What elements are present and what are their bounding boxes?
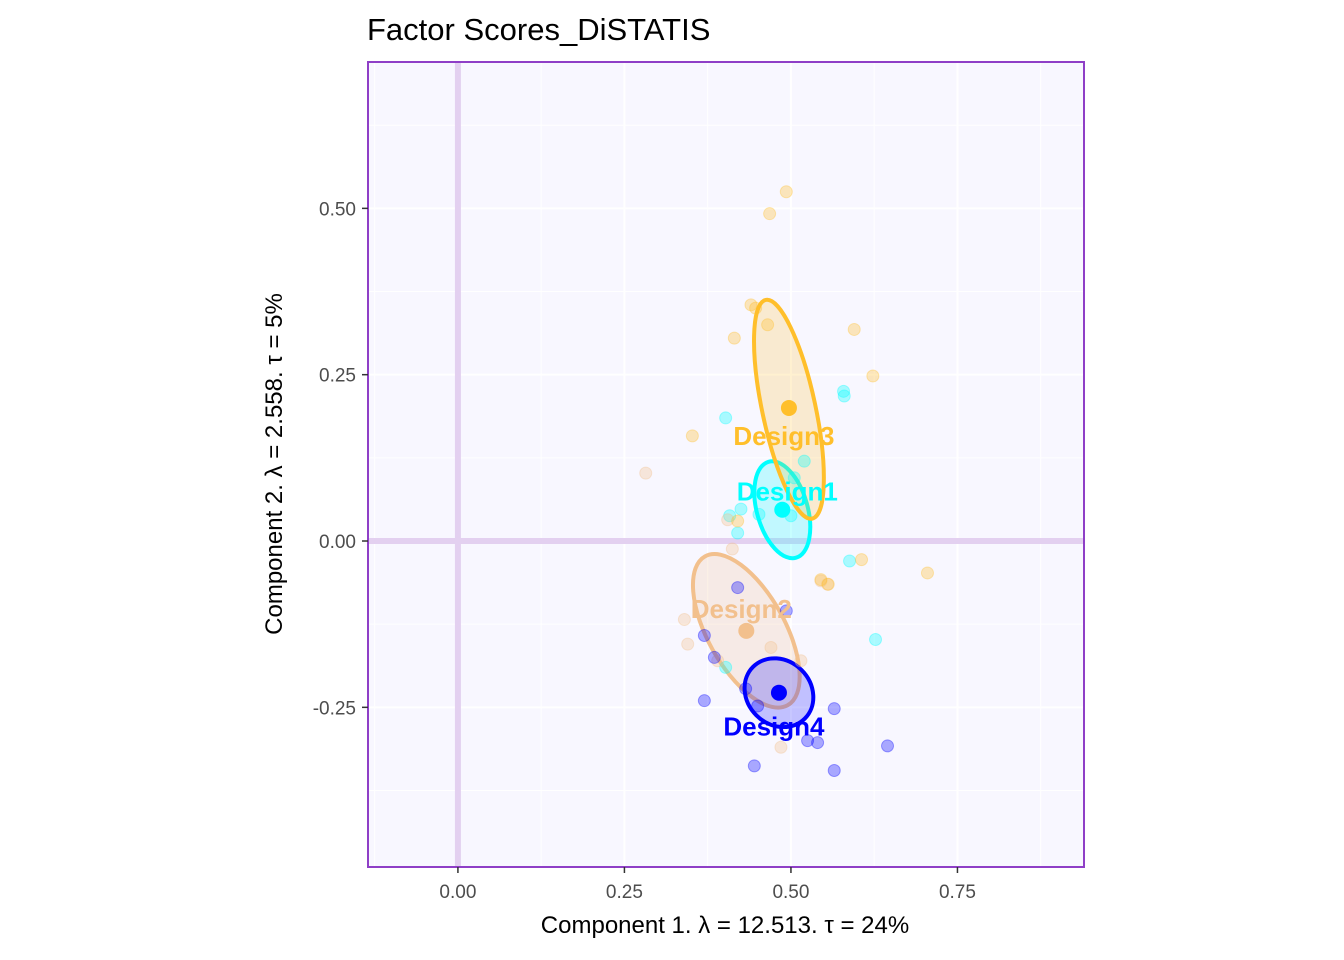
x-tick-label: 0.00 [439, 882, 476, 903]
panel-border [367, 61, 1085, 868]
y-tick-label: 0.25 [319, 366, 356, 387]
data-point-design4 [707, 650, 721, 664]
data-point-design3 [866, 369, 880, 383]
y-tick-label: 0.00 [319, 532, 356, 553]
data-point-design4 [739, 682, 753, 696]
data-point-design2 [764, 640, 778, 654]
data-point-design3 [749, 301, 763, 315]
plot-panel [368, 62, 1084, 867]
centroid-design3 [780, 399, 797, 416]
data-point-design1 [734, 502, 748, 516]
data-point-design3 [779, 185, 793, 199]
panel-background [368, 62, 1084, 867]
data-point-design4 [827, 702, 841, 716]
data-point-design4 [801, 734, 815, 748]
group-label-design4: Design4 [723, 712, 825, 742]
data-point-design4 [697, 694, 711, 708]
x-tick-label: 0.75 [939, 882, 976, 903]
centroid-design4 [770, 684, 787, 701]
data-point-design3 [731, 514, 745, 528]
data-point-design2 [821, 577, 835, 591]
data-point-design1 [723, 509, 737, 523]
data-point-design4 [751, 699, 765, 713]
y-axis-title: Component 2. λ = 2.558. τ = 5% [261, 293, 288, 635]
group-centroids [738, 399, 797, 701]
data-point-design1 [787, 471, 801, 485]
data-point-design2 [721, 513, 735, 527]
data-point-design1 [837, 389, 851, 403]
data-point-design3 [727, 331, 741, 345]
x-tick-label: 0.25 [606, 882, 643, 903]
group-label-design2: Design2 [691, 594, 792, 624]
data-point-design2 [725, 542, 739, 556]
data-point-design1 [843, 554, 857, 568]
data-point-design3 [855, 553, 869, 567]
data-point-design3 [761, 318, 775, 332]
data-point-design1 [752, 507, 766, 521]
data-point-design3 [821, 577, 835, 591]
data-point-design4 [827, 764, 841, 778]
centroid-design1 [774, 501, 791, 518]
data-point-design4 [747, 759, 761, 773]
data-point-design2 [814, 574, 828, 588]
data-point-design3 [847, 322, 861, 336]
x-axis-title: Component 1. λ = 12.513. τ = 24% [541, 912, 909, 939]
data-point-design1 [719, 660, 733, 674]
data-point-design4 [881, 739, 895, 753]
data-point-design3 [763, 207, 777, 221]
data-point-design3 [920, 566, 934, 580]
data-point-design1 [837, 384, 851, 398]
y-tick-label: 0.50 [319, 199, 356, 220]
data-point-design1 [797, 454, 811, 468]
data-point-design1 [719, 411, 733, 425]
y-axis: -0.25 0.00 0.25 0.50 [313, 199, 368, 719]
group-label-design3: Design3 [733, 421, 834, 451]
centroid-design2 [738, 622, 755, 639]
data-point-design4 [811, 736, 825, 750]
group-labels: Design1 Design2 Design3 Design4 [691, 421, 838, 742]
data-point-design4 [697, 628, 711, 642]
data-point-design1 [731, 526, 745, 540]
data-point-design3 [685, 429, 699, 443]
data-points [639, 185, 934, 778]
data-point-design2 [677, 613, 691, 627]
data-point-design4 [779, 604, 793, 618]
panel-border-rect [367, 61, 1085, 868]
group-label-design1: Design1 [737, 477, 838, 507]
data-point-design2 [681, 637, 695, 651]
chart-title: Factor Scores_DiSTATIS [367, 12, 710, 47]
data-point-design2 [711, 654, 725, 668]
data-point-design4 [731, 581, 745, 595]
data-point-design1 [869, 632, 883, 646]
data-point-design2 [774, 740, 788, 754]
x-axis: 0.00 0.25 0.50 0.75 [439, 867, 976, 903]
x-tick-label: 0.50 [772, 882, 809, 903]
zero-lines [368, 62, 1084, 867]
y-tick-label: -0.25 [313, 698, 356, 719]
data-point-design2 [794, 654, 808, 668]
data-point-design3 [814, 573, 828, 587]
data-point-design2 [639, 466, 653, 480]
data-point-design3 [744, 298, 758, 312]
